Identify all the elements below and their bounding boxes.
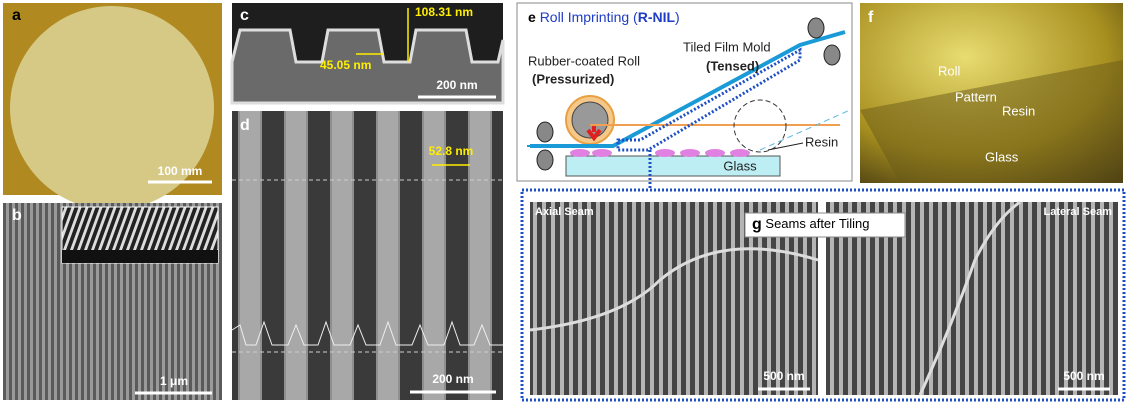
label: Lateral Seam bbox=[1044, 206, 1113, 218]
label: b bbox=[12, 207, 22, 224]
label: (Tensed) bbox=[706, 58, 759, 73]
figure: a 100 mm b 1 μm c 108.31 nm 45.05 nm 200… bbox=[0, 0, 1126, 403]
label: ) bbox=[675, 9, 680, 25]
label: Glass bbox=[985, 149, 1019, 164]
rect-shape bbox=[62, 250, 218, 263]
label: Seams after Tiling bbox=[765, 216, 869, 231]
label: Resin bbox=[805, 134, 838, 149]
label: Rubber-coated Roll bbox=[528, 53, 640, 68]
label: 52.8 nm bbox=[429, 144, 474, 158]
label: Roll bbox=[938, 63, 961, 78]
label: a bbox=[12, 7, 21, 24]
panel-g: Axial Seam Lateral Seam g Seams after Ti… bbox=[522, 190, 1124, 400]
label: Pattern bbox=[955, 89, 997, 104]
panel-c: c 108.31 nm 45.05 nm 200 nm bbox=[232, 3, 503, 103]
ellipse-shape bbox=[808, 18, 824, 38]
label: (Pressurized) bbox=[532, 71, 614, 86]
label: Glass bbox=[723, 158, 757, 173]
label: f bbox=[868, 9, 874, 26]
label: Axial Seam bbox=[535, 206, 594, 218]
label: 1 μm bbox=[160, 374, 188, 388]
panel-f: f Roll Pattern Resin Glass bbox=[860, 3, 1123, 183]
label: Tiled Film Mold bbox=[683, 39, 771, 54]
ellipse-shape bbox=[655, 149, 675, 157]
ellipse-shape bbox=[537, 122, 553, 142]
ellipse-shape bbox=[592, 149, 612, 157]
circle-shape bbox=[10, 6, 214, 210]
ellipse-shape bbox=[730, 149, 750, 157]
ellipse-shape bbox=[680, 149, 700, 157]
panel-a: a 100 mm bbox=[3, 3, 222, 210]
label: c bbox=[240, 7, 249, 24]
panel-b: b 1 μm bbox=[3, 203, 222, 400]
label: 200 nm bbox=[436, 78, 477, 92]
label: 108.31 nm bbox=[415, 5, 473, 19]
label: R-NIL bbox=[638, 9, 676, 25]
label: g bbox=[752, 216, 762, 233]
ellipse-shape bbox=[570, 149, 590, 157]
panel-label: e Roll Imprinting (R-NIL) bbox=[528, 9, 680, 25]
panel-d: d 52.8 nm 200 nm bbox=[232, 111, 503, 400]
ellipse-shape bbox=[705, 149, 725, 157]
ellipse-shape bbox=[537, 150, 553, 170]
label: 200 nm bbox=[432, 372, 473, 386]
panel-title: g Seams after Tiling bbox=[752, 216, 869, 233]
label: 100 mm bbox=[158, 164, 203, 178]
label: d bbox=[240, 117, 250, 134]
panel-e: e Roll Imprinting (R-NIL) Glass Rubber-c… bbox=[517, 3, 852, 190]
ellipse-shape bbox=[824, 45, 840, 65]
label: Roll Imprinting ( bbox=[540, 9, 638, 25]
label: e bbox=[528, 9, 536, 25]
label: Resin bbox=[1002, 103, 1035, 118]
label: 500 nm bbox=[763, 369, 804, 383]
label: 500 nm bbox=[1063, 369, 1104, 383]
label: 45.05 nm bbox=[320, 58, 371, 72]
